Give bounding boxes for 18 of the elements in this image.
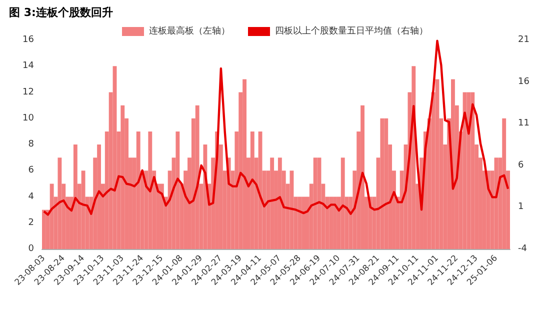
y-tick-label: 8: [28, 140, 34, 150]
y2-tick-label: 6: [518, 160, 524, 170]
y-tick-label: 14: [22, 61, 34, 72]
y-tick-label: 2: [28, 218, 34, 228]
y2-tick-label: 16: [518, 76, 530, 87]
y-tick-label: 4: [28, 192, 34, 202]
y-tick-label: 10: [22, 113, 34, 124]
y-tick-label: 12: [22, 87, 34, 98]
y-tick-label: 0: [28, 244, 34, 254]
y-tick-label: 16: [22, 35, 34, 45]
y2-tick-label: 11: [518, 118, 530, 129]
y2-tick-label: 21: [518, 35, 530, 45]
y2-tick-label: 1: [518, 202, 524, 212]
legend-label: 四板以上个股数量五日平均值（右轴）: [275, 26, 428, 36]
y-tick-label: 6: [28, 166, 34, 176]
y2-tick-label: -4: [518, 244, 528, 254]
legend-label: 连板最高板（左轴）: [149, 26, 230, 36]
chart-title: 图 3:连板个股数回升: [9, 6, 113, 19]
